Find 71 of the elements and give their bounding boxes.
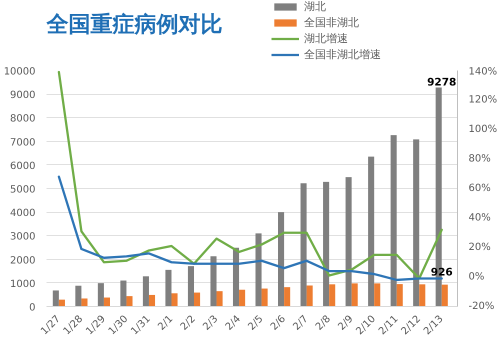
data-label: 9278 xyxy=(427,76,456,89)
y-tick-label: 2000 xyxy=(10,255,36,266)
bar xyxy=(306,285,313,306)
bar xyxy=(284,287,290,306)
y-tick-label: 5000 xyxy=(10,184,36,196)
legend-label: 全国非湖北 xyxy=(304,15,359,30)
bar xyxy=(390,135,397,306)
bar xyxy=(165,270,172,306)
bar xyxy=(98,283,104,306)
bar xyxy=(188,266,194,306)
bar xyxy=(75,286,82,306)
bar xyxy=(300,183,307,306)
y-tick-label: 4000 xyxy=(10,208,36,220)
bar xyxy=(142,276,149,306)
y-tick-label: 9000 xyxy=(10,90,36,102)
y2-tick-label: -20% xyxy=(468,301,494,312)
x-tick-label: 2/6 xyxy=(268,314,288,333)
bar xyxy=(413,139,420,306)
bar xyxy=(194,292,200,306)
x-tick-label: 2/1 xyxy=(156,314,176,333)
bar xyxy=(58,300,65,306)
bar xyxy=(52,290,59,306)
y2-tick-label: 80% xyxy=(468,154,491,164)
bar xyxy=(352,283,358,306)
bar xyxy=(368,156,374,306)
bar xyxy=(374,283,380,306)
bar xyxy=(255,233,262,306)
bar xyxy=(232,248,240,306)
bar xyxy=(262,288,268,306)
bar xyxy=(442,284,448,306)
x-tick-label: 2/8 xyxy=(314,314,334,333)
y-tick-label: 1000 xyxy=(10,278,36,290)
y-tick-label: 7000 xyxy=(10,137,36,148)
bar xyxy=(216,291,223,306)
x-tick-label: 2/7 xyxy=(291,314,310,333)
y-tick-label: 8000 xyxy=(10,114,36,125)
bar xyxy=(329,284,336,306)
y2-tick-label: 40% xyxy=(468,212,491,224)
y2-tick-label: 60% xyxy=(468,183,491,194)
x-tick-label: 2/5 xyxy=(246,314,266,333)
bar xyxy=(126,296,133,306)
bar xyxy=(81,298,88,306)
y-tick-label: 0 xyxy=(29,302,36,314)
bar xyxy=(120,280,126,306)
bar xyxy=(239,290,246,306)
y2-tick-label: 100% xyxy=(468,124,498,135)
bar xyxy=(419,284,426,306)
bar xyxy=(396,284,403,306)
x-tick-label: 2/9 xyxy=(336,314,356,333)
bar xyxy=(148,294,156,306)
bar xyxy=(278,212,284,306)
x-tick-label: 2/2 xyxy=(178,314,198,333)
x-tick-label: 2/3 xyxy=(201,314,220,333)
y2-tick-label: 0% xyxy=(468,272,484,282)
y-tick-label: 6000 xyxy=(10,160,36,172)
bar xyxy=(323,182,330,306)
y-tick-label: 10000 xyxy=(4,66,36,78)
chart-title: 全国重症病例对比 xyxy=(46,12,222,38)
x-tick-label: 2/4 xyxy=(224,314,243,333)
data-label: 926 xyxy=(430,266,453,278)
y-tick-label: 3000 xyxy=(10,232,36,243)
legend-label: 湖北 xyxy=(304,0,326,14)
y2-tick-label: 20% xyxy=(468,242,491,253)
legend-label: 湖北增速 xyxy=(304,31,348,46)
legend-label: 全国非湖北增速 xyxy=(304,47,381,62)
bar xyxy=(171,293,178,306)
y2-tick-label: 140% xyxy=(468,66,498,78)
bar xyxy=(346,177,352,306)
bar xyxy=(210,256,217,306)
y2-tick-label: 120% xyxy=(468,94,498,106)
bar xyxy=(104,298,110,306)
